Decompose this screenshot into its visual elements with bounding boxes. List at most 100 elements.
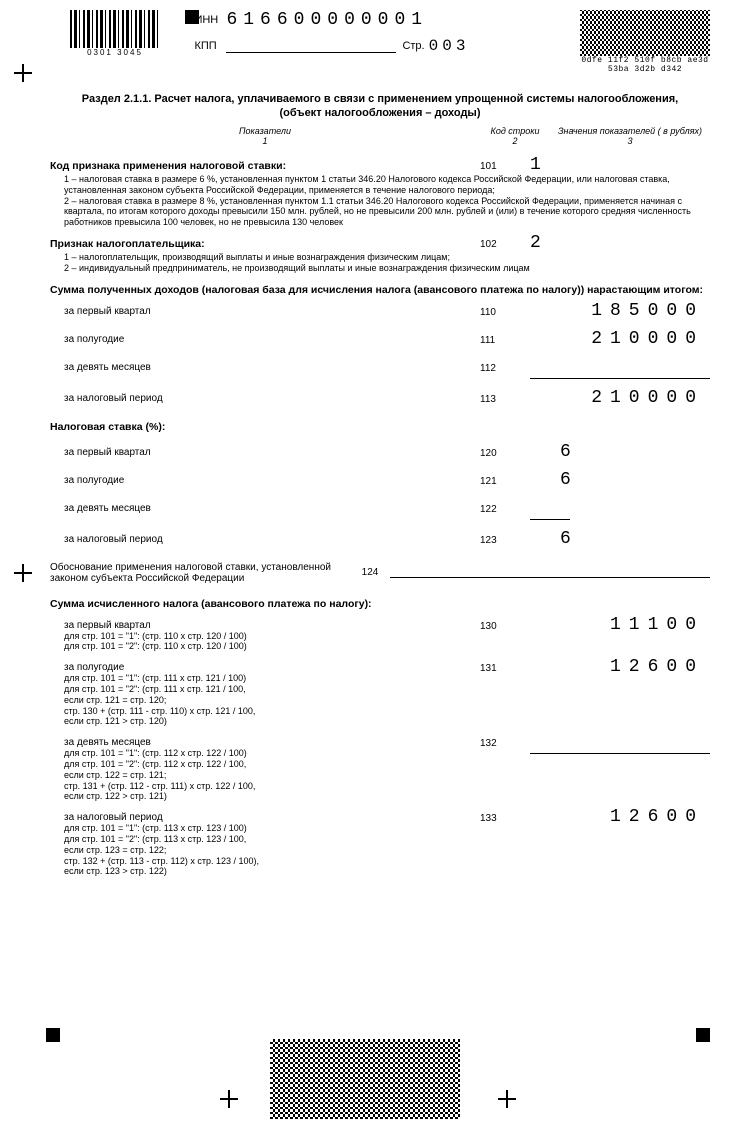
f-132-5: если стр. 122 > стр. 121) bbox=[64, 791, 472, 802]
val-112-line bbox=[530, 364, 710, 379]
column-headers: Показатели 1 Код строки 2 Значения показ… bbox=[50, 126, 710, 146]
val-133: 12600 bbox=[530, 808, 710, 826]
crop-mark-ml bbox=[14, 564, 32, 582]
val-121: 6 bbox=[530, 471, 710, 489]
f-133-5: если стр. 123 > стр. 122) bbox=[64, 866, 472, 877]
crop-mark-b1 bbox=[220, 1090, 238, 1108]
val-131: 12600 bbox=[530, 658, 710, 676]
row-124: Обоснование применения налоговой ставки,… bbox=[50, 562, 710, 584]
code-112: 112 bbox=[480, 362, 530, 374]
inn-value: 616600000001 bbox=[226, 10, 428, 30]
section-title-l1: Раздел 2.1.1. Расчет налога, уплачиваемо… bbox=[82, 93, 678, 105]
payer-title: Признак налогоплательщика: bbox=[50, 238, 480, 250]
code-131: 131 bbox=[480, 662, 530, 674]
kpp-line bbox=[226, 40, 396, 53]
col3-sub: 3 bbox=[550, 136, 710, 146]
section-title-l2: (объект налогообложения – доходы) bbox=[280, 107, 481, 119]
val-110: 185000 bbox=[530, 302, 710, 320]
code-132: 132 bbox=[480, 737, 530, 749]
val-130: 11100 bbox=[530, 616, 710, 634]
label-130: за первый квартал bbox=[64, 620, 472, 631]
code-124: 124 bbox=[350, 567, 390, 578]
f-130-1: для стр. 101 = "1": (стр. 110 x стр. 120… bbox=[64, 631, 472, 642]
inn-label: ИНН bbox=[194, 14, 226, 26]
label-110: за первый квартал bbox=[50, 306, 480, 317]
kpp-label: КПП bbox=[194, 40, 226, 52]
val-101: 1 bbox=[530, 156, 710, 174]
inn-kpp-block: ИНН 616600000001 КПП Стр. 003 bbox=[194, 10, 469, 56]
payer-opt1: 1 – налогоплательщик, производящий выпла… bbox=[50, 252, 710, 263]
val-120: 6 bbox=[530, 443, 710, 461]
label-111: за полугодие bbox=[50, 334, 480, 345]
label-112: за девять месяцев bbox=[50, 362, 480, 373]
code-133: 133 bbox=[480, 812, 530, 824]
label-123: за налоговый период bbox=[50, 534, 480, 545]
col2-sub: 2 bbox=[480, 136, 550, 146]
f-132-2: для стр. 101 = "2": (стр. 112 x стр. 122… bbox=[64, 759, 472, 770]
barcode-1d-bars bbox=[70, 10, 160, 48]
calc-title: Сумма исчисленного налога (авансового пл… bbox=[50, 598, 710, 610]
f-133-1: для стр. 101 = "1": (стр. 113 x стр. 123… bbox=[64, 823, 472, 834]
col1-title: Показатели bbox=[50, 126, 480, 136]
code-120: 120 bbox=[480, 447, 530, 459]
label-133: за налоговый период bbox=[64, 812, 472, 823]
col1-sub: 1 bbox=[50, 136, 480, 146]
payer-opt2: 2 – индивидуальный предприниматель, не п… bbox=[50, 263, 710, 274]
f-130-2: для стр. 101 = "2": (стр. 110 x стр. 120… bbox=[64, 641, 472, 652]
rate-title: Налоговая ставка (%): bbox=[50, 421, 710, 433]
f-133-4: стр. 132 + (стр. 113 - стр. 112) x стр. … bbox=[64, 856, 472, 867]
f-131-5: если стр. 121 > стр. 120) bbox=[64, 716, 472, 727]
code-110: 110 bbox=[480, 306, 530, 318]
corner-square-bl bbox=[46, 1028, 60, 1042]
code-122: 122 bbox=[480, 503, 530, 515]
label-122: за девять месяцев bbox=[50, 503, 480, 514]
label-121: за полугодие bbox=[50, 475, 480, 486]
form-body: Код признака применения налоговой ставки… bbox=[50, 156, 710, 877]
code-111: 111 bbox=[480, 334, 530, 346]
crop-mark-tl bbox=[14, 64, 32, 82]
f-133-3: если стр. 123 = стр. 122; bbox=[64, 845, 472, 856]
val-122-line bbox=[530, 505, 570, 520]
label-124: Обоснование применения налоговой ставки,… bbox=[50, 562, 350, 584]
code-102: 102 bbox=[480, 238, 530, 250]
label-132: за девять месяцев bbox=[64, 737, 472, 748]
barcode-2d-matrix bbox=[580, 10, 710, 56]
tax-form-page: 0301 3045 ИНН 616600000001 КПП Стр. 003 … bbox=[0, 0, 730, 1133]
barcode-2d: 0dfe 11f2 510f b8cb ae3d 53ba 3d2b d342 bbox=[580, 10, 710, 74]
col3-title: Значения показателей ( в рублях) bbox=[550, 126, 710, 136]
code-113: 113 bbox=[480, 393, 530, 405]
f-131-4: стр. 130 + (стр. 111 - стр. 110) x стр. … bbox=[64, 706, 472, 717]
corner-square-br bbox=[696, 1028, 710, 1042]
income-title: Сумма полученных доходов (налоговая база… bbox=[50, 284, 710, 296]
col2-title: Код строки bbox=[480, 126, 550, 136]
label-113: за налоговый период bbox=[50, 393, 480, 404]
rate-code-opt1: 1 – налоговая ставка в размере 6 %, уста… bbox=[50, 174, 710, 196]
f-132-1: для стр. 101 = "1": (стр. 112 x стр. 122… bbox=[64, 748, 472, 759]
code-121: 121 bbox=[480, 475, 530, 487]
f-131-2: для стр. 101 = "2": (стр. 111 x стр. 121… bbox=[64, 684, 472, 695]
label-131: за полугодие bbox=[64, 662, 472, 673]
barcode-1d: 0301 3045 bbox=[70, 10, 160, 57]
f-131-1: для стр. 101 = "1": (стр. 111 x стр. 121… bbox=[64, 673, 472, 684]
code-123: 123 bbox=[480, 534, 530, 546]
barcode-2d-sub: 0dfe 11f2 510f b8cb ae3d 53ba 3d2b d342 bbox=[580, 56, 710, 74]
val-132-line bbox=[530, 739, 710, 754]
str-label: Стр. bbox=[402, 40, 424, 52]
header-area: 0301 3045 ИНН 616600000001 КПП Стр. 003 … bbox=[70, 10, 710, 80]
val-111: 210000 bbox=[530, 330, 710, 348]
crop-mark-b2 bbox=[498, 1090, 516, 1108]
f-132-3: если стр. 122 = стр. 121; bbox=[64, 770, 472, 781]
str-value: 003 bbox=[429, 37, 470, 55]
f-133-2: для стр. 101 = "2": (стр. 113 x стр. 123… bbox=[64, 834, 472, 845]
code-130: 130 bbox=[480, 620, 530, 632]
val-123: 6 bbox=[530, 530, 710, 548]
f-132-4: стр. 131 + (стр. 112 - стр. 111) x стр. … bbox=[64, 781, 472, 792]
section-title: Раздел 2.1.1. Расчет налога, уплачиваемо… bbox=[50, 92, 710, 121]
barcode-1d-sub: 0301 3045 bbox=[70, 48, 160, 57]
label-120: за первый квартал bbox=[50, 447, 480, 458]
f-131-3: если стр. 121 = стр. 120; bbox=[64, 695, 472, 706]
val-124-line bbox=[390, 567, 710, 578]
code-101: 101 bbox=[480, 160, 530, 172]
barcode-2d-bottom bbox=[270, 1039, 460, 1119]
rate-code-title: Код признака применения налоговой ставки… bbox=[50, 160, 480, 172]
